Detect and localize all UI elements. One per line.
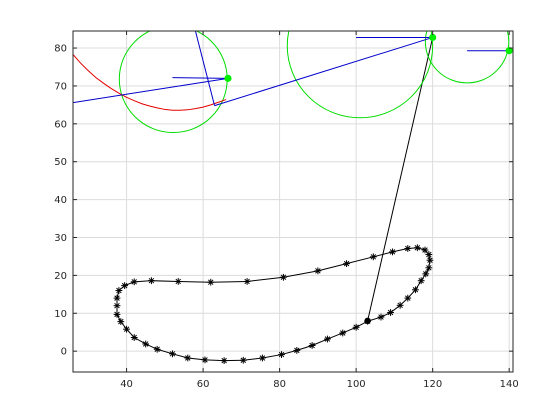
star-marker [377,313,385,321]
star-marker [142,340,150,348]
star-marker [421,246,429,254]
y-tick-label: 50 [54,157,67,168]
star-marker [113,294,121,302]
star-marker [117,318,125,326]
y-tick-label: 20 [54,271,67,282]
star-marker [220,357,228,365]
blue-segment [172,77,228,79]
star-marker [412,286,419,294]
star-marker [339,329,347,337]
axes-frame [72,30,514,373]
star-marker [387,309,394,316]
star-marker [417,277,425,285]
star-marker [207,278,215,286]
star-marker [201,356,209,364]
green-circle [286,31,434,119]
y-tick-label: 0 [61,347,67,358]
x-tick-label: 60 [197,379,210,390]
grid [73,31,513,372]
star-marker [293,347,301,354]
star-marker [113,311,121,318]
star-marker [130,334,138,341]
star-marker [369,253,377,261]
x-tick-label: 80 [273,379,286,390]
star-marker [130,278,138,286]
plot-area [73,31,513,365]
y-tick-label: 60 [54,119,67,130]
star-marker [308,342,316,349]
star-marker [239,356,247,364]
star-marker [396,301,404,309]
star-marker [389,248,396,256]
x-tick-label: 40 [120,379,133,390]
black-current-point [364,317,371,325]
axis-ticks: 40 60 80 100 120 140 0 10 20 30 40 50 60 70 80 [54,31,519,390]
star-marker [404,245,412,252]
y-tick-label: 30 [54,233,67,244]
star-marker [169,350,176,358]
blue-segment [214,36,433,107]
red-arc [73,54,227,111]
star-marker [426,256,434,264]
star-marker [115,287,123,294]
star-marker [123,325,130,333]
star-marker [258,354,266,362]
star-marker [404,294,412,302]
star-marker [113,302,121,310]
axes-background [72,30,514,373]
green-point [505,47,513,55]
star-marker [324,335,331,343]
x-tick-label: 140 [500,379,519,390]
star-marker [121,282,129,290]
star-marker [425,251,433,258]
star-marker [148,277,155,285]
star-marker [425,264,433,272]
green-circle [424,31,510,84]
y-tick-label: 40 [54,195,67,206]
y-tick-label: 70 [54,81,67,92]
star-marker [280,273,287,281]
star-marker [314,267,322,275]
star-marker [153,345,161,353]
star-marker [422,270,430,278]
x-tick-label: 120 [423,379,442,390]
star-marker [243,278,251,285]
star-marker [184,354,192,362]
star-marker [343,260,350,268]
green-point [429,33,437,42]
blue-segment [73,77,229,104]
y-tick-label: 10 [54,309,67,320]
star-marker [352,323,360,331]
green-point [224,74,232,82]
x-tick-label: 100 [347,379,366,390]
star-marker [174,278,182,285]
star-marker [278,351,285,358]
star-marker [413,244,421,252]
y-tick-label: 80 [54,44,67,55]
blue-segment [194,31,216,106]
